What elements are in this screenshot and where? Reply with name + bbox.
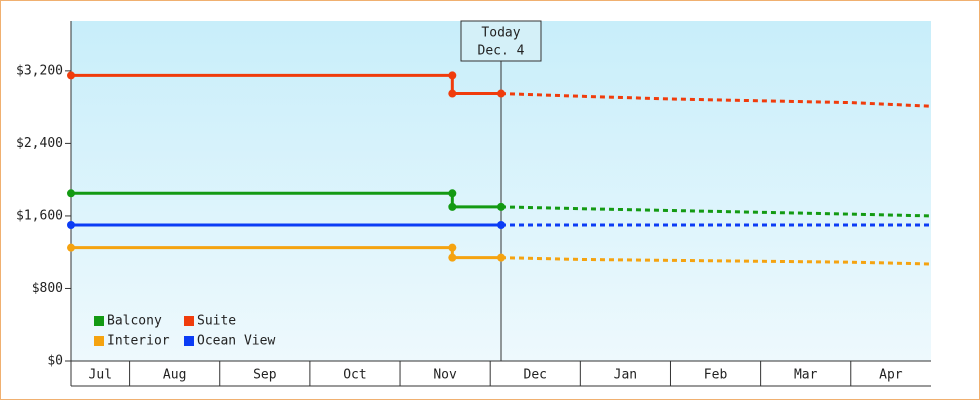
x-tick-label: Apr bbox=[879, 368, 903, 383]
legend-label: Ocean View bbox=[197, 334, 275, 349]
data-point bbox=[67, 243, 75, 252]
data-point bbox=[448, 71, 457, 80]
x-tick-label: Jan bbox=[614, 368, 637, 383]
x-tick-label: Oct bbox=[343, 368, 366, 383]
legend-swatch bbox=[94, 336, 104, 346]
data-point bbox=[67, 189, 75, 198]
data-point bbox=[448, 189, 457, 198]
data-point bbox=[448, 243, 457, 252]
legend-swatch bbox=[184, 336, 194, 346]
data-point bbox=[67, 221, 75, 229]
actual-line bbox=[71, 246, 501, 260]
y-tick-label: $3,200 bbox=[16, 63, 63, 78]
x-tick-label: Aug bbox=[163, 368, 186, 383]
y-tick-label: $2,400 bbox=[16, 136, 63, 151]
legend-label: Suite bbox=[197, 314, 236, 329]
y-tick-label: $800 bbox=[32, 281, 63, 296]
data-point bbox=[497, 202, 505, 211]
today-box bbox=[460, 20, 542, 62]
x-tick-label: Feb bbox=[704, 368, 728, 383]
x-tick-label: Dec bbox=[524, 368, 547, 383]
forecast-line bbox=[500, 256, 932, 266]
data-point bbox=[448, 89, 457, 98]
today-label: Dec. 4 bbox=[478, 44, 525, 59]
legend-swatch bbox=[184, 316, 194, 326]
y-tick-label: $1,600 bbox=[16, 208, 63, 223]
y-tick-label: $0 bbox=[47, 354, 63, 369]
data-point bbox=[497, 89, 505, 98]
legend-swatch bbox=[94, 316, 104, 326]
actual-line bbox=[71, 191, 501, 209]
legend-label: Balcony bbox=[107, 314, 162, 329]
data-point bbox=[448, 202, 457, 211]
legend-label: Interior bbox=[107, 334, 170, 349]
x-tick-label: Nov bbox=[433, 368, 457, 383]
x-tick-label: Sep bbox=[253, 368, 277, 383]
data-point bbox=[448, 253, 457, 262]
data-point bbox=[497, 221, 505, 229]
x-tick-label: Jul bbox=[89, 368, 112, 383]
actual-line bbox=[71, 73, 501, 96]
today-label: Today bbox=[481, 26, 520, 41]
forecast-line bbox=[500, 205, 932, 218]
x-tick-label: Mar bbox=[794, 368, 818, 383]
data-point bbox=[67, 71, 75, 80]
forecast-line bbox=[500, 92, 932, 108]
data-point bbox=[497, 253, 505, 262]
